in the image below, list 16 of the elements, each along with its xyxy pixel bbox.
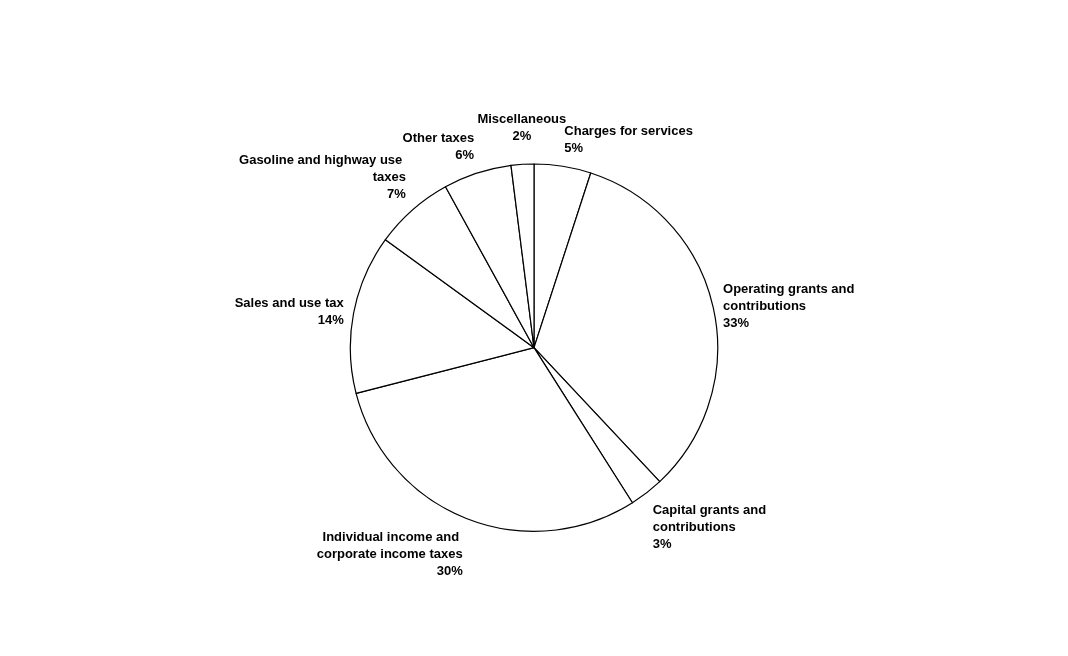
slice-label: Sales and use tax — [234, 295, 345, 311]
data-label: 3% — [652, 535, 672, 551]
slice-label: Individual income and corporate income taxes — [316, 528, 463, 561]
slice-label: Capital grants and contributions — [652, 501, 770, 534]
slice-label: Gasoline and highway use taxes — [239, 152, 406, 185]
data-label: 6% — [455, 147, 475, 163]
data-label: 7% — [387, 186, 407, 202]
slice-label: Charges for services — [564, 123, 693, 139]
data-label: 30% — [436, 562, 464, 578]
data-label: 2% — [512, 128, 532, 144]
slice-label: Miscellaneous — [477, 111, 567, 127]
data-label: 33% — [723, 314, 750, 330]
data-label: 14% — [317, 312, 345, 328]
slice-label: Other taxes — [402, 130, 475, 146]
data-label: 5% — [564, 140, 584, 156]
slice-label: Operating grants and contributions — [723, 280, 859, 313]
